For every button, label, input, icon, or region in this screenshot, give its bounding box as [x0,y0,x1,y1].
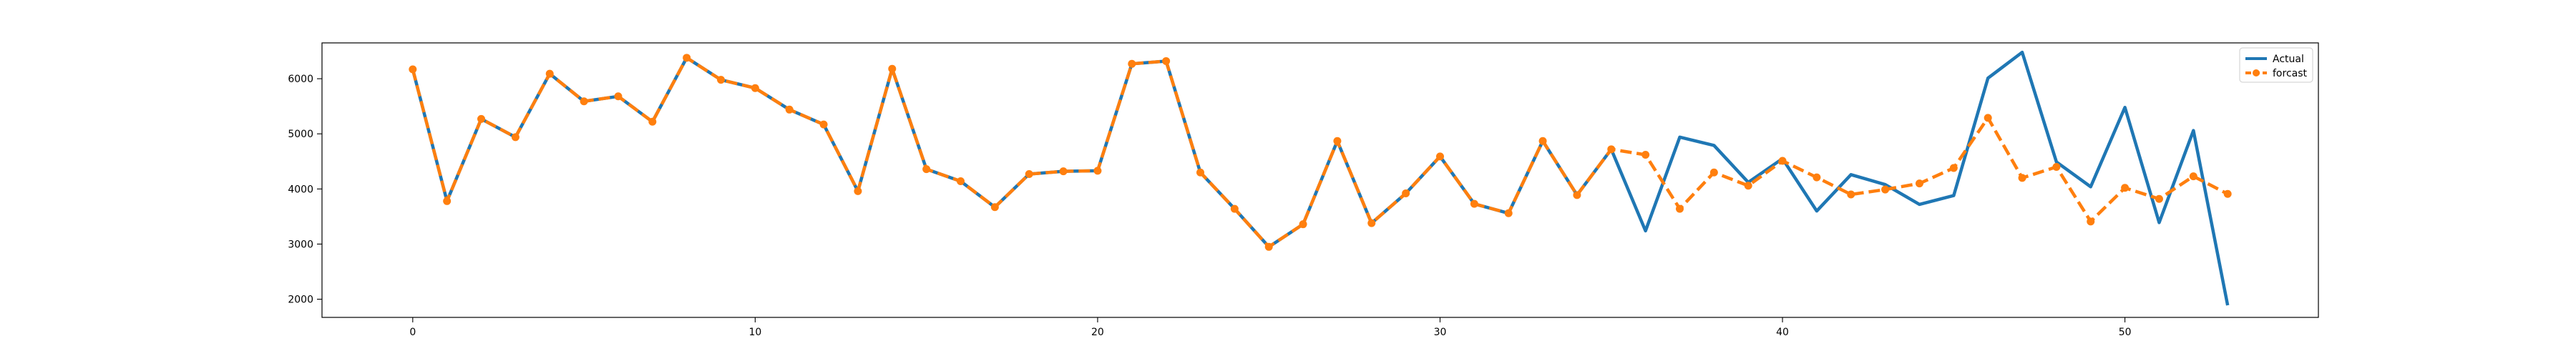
data-point [511,133,519,142]
data-point [1744,182,1752,190]
y-tick-label: 6000 [288,74,313,85]
legend-entry: Actual [2245,54,2304,65]
x-tick-label: 0 [409,327,416,338]
data-point [443,197,452,205]
data-point [888,64,897,73]
x-tick-label: 40 [1776,327,1789,338]
series-line-actual [411,50,2230,306]
data-point [683,54,691,62]
data-point [2087,217,2095,226]
data-point [477,114,486,123]
data-point [2189,172,2197,181]
legend-entry: forcast [2245,68,2308,79]
data-point [1881,185,1890,194]
data-point [1984,114,1992,122]
y-tick-label: 2000 [288,295,313,306]
x-tick-label: 50 [2119,327,2132,338]
data-point [1573,191,1581,199]
axis-ticks: 0 10 20 30 40 50 2000 3000 4000 5000 6000 [288,74,2131,338]
y-tick-label: 3000 [288,239,313,250]
data-point [1230,204,1239,213]
series-line-forcast [411,56,2229,249]
x-tick-label: 30 [1434,327,1447,338]
data-point [1367,219,1376,227]
data-point [580,97,588,106]
data-point [2223,189,2232,198]
data-point [854,187,862,195]
y-tick-label: 5000 [288,129,313,140]
data-point [1093,167,1102,175]
data-point [1813,173,1821,182]
data-point [1847,190,1855,199]
data-point [1778,157,1787,165]
data-point [648,117,657,126]
plot-frame [321,42,2319,318]
data-point [2155,194,2163,203]
series-layer [409,50,2232,306]
data-point [1607,145,1616,154]
data-point [545,69,554,78]
data-point [1196,168,1205,177]
y-tick-label: 4000 [288,184,313,195]
data-point [819,120,828,129]
data-point [990,203,999,212]
data-point [2121,184,2129,192]
legend-marker [2253,69,2260,76]
data-point [1162,56,1171,65]
data-point [1915,179,1923,188]
x-tick-label: 10 [748,327,761,338]
data-point [1949,164,1958,172]
data-point [1059,167,1068,176]
data-point [785,105,794,114]
legend-label: Actual [2273,54,2304,65]
x-tick-label: 20 [1091,327,1104,338]
series-actual [411,50,2230,306]
data-point [1435,152,1444,161]
data-point [957,177,965,186]
data-point [1504,209,1513,217]
data-point [717,76,726,84]
data-point [1709,168,1718,177]
data-point [1538,137,1547,145]
data-point [1470,199,1478,208]
data-point [1333,137,1342,145]
data-point [2018,174,2026,182]
legend: Actual forcast [2239,47,2313,83]
data-point [409,65,417,74]
data-point [1641,151,1650,159]
data-point [1264,242,1273,251]
series-forcast [409,54,2232,251]
data-point [922,165,931,174]
data-point [2052,162,2061,171]
data-point [1299,220,1307,229]
data-point [614,92,623,101]
data-point [1025,170,1033,179]
legend-label: forcast [2273,68,2308,79]
data-point [1402,189,1410,198]
data-point [1675,204,1684,213]
data-point [1128,59,1136,68]
data-point [751,84,759,92]
